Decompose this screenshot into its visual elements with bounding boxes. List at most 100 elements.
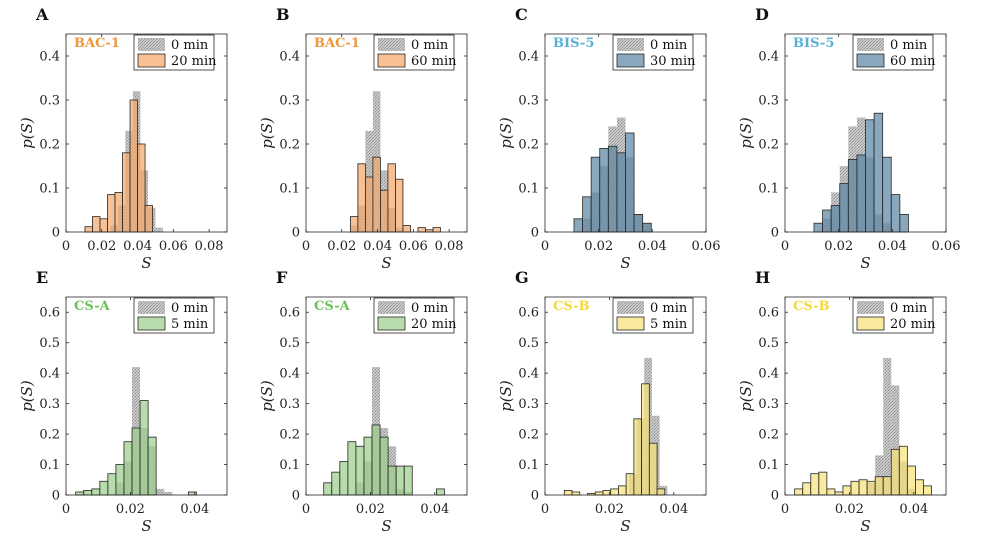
bar-treated	[616, 152, 626, 233]
bar-treated	[826, 488, 836, 496]
axes-frame	[305, 296, 468, 496]
strain-label: CS-A	[74, 299, 111, 314]
y-tick-label: 0.4	[518, 367, 539, 382]
bar-treated	[599, 147, 609, 233]
bar-baseline	[875, 455, 884, 495]
axes-frame	[65, 296, 228, 496]
y-tick-label: 0	[771, 489, 779, 504]
legend-swatch-baseline	[138, 301, 165, 314]
bar-treated	[882, 156, 892, 233]
bar-treated	[802, 482, 812, 496]
legend-label-baseline: 0 min	[890, 301, 928, 316]
bar-treated	[387, 465, 397, 496]
bar-treated	[633, 213, 644, 233]
bar-treated	[115, 464, 125, 496]
panel-letter: A	[35, 5, 49, 24]
y-tick-label: 0.1	[518, 182, 539, 197]
bar-treated	[834, 491, 844, 496]
legend-swatch-baseline	[617, 38, 644, 51]
bar-treated	[402, 224, 411, 233]
bar-treated	[656, 488, 666, 496]
x-axis-label: S	[860, 254, 870, 272]
legend-label-baseline: 0 min	[171, 38, 209, 53]
bar-treated	[856, 154, 866, 233]
bar-treated	[847, 158, 858, 233]
x-tick-label: 0	[541, 502, 549, 517]
legend-label-treated: 5 min	[650, 317, 688, 332]
bar-treated	[625, 132, 635, 233]
bar-treated	[882, 476, 892, 496]
y-tick-label: 0.3	[39, 94, 60, 109]
panel-A: 0 0.02 0.04 0.06 0.08 0 0.1 0.2 0.3 0.4 Sp(S) A BAC-…	[18, 5, 228, 272]
y-axis-label: p(S)	[258, 380, 276, 412]
y-tick-label: 0.3	[279, 94, 300, 109]
bar-treated	[890, 194, 901, 233]
bar-treated	[84, 226, 93, 233]
y-tick-label: 0.4	[758, 367, 779, 382]
axes-frame	[784, 296, 947, 496]
legend-label-treated: 60 min	[411, 54, 457, 69]
x-tick-label: 0.06	[159, 239, 188, 254]
bar-treated	[131, 427, 141, 496]
y-tick-label: 0.2	[39, 138, 60, 153]
bar-treated	[873, 112, 884, 233]
bar-baseline	[155, 227, 163, 232]
x-axis-label: S	[381, 517, 391, 535]
panel-letter: G	[515, 268, 529, 287]
y-tick-label: 0.1	[518, 458, 539, 473]
bar-treated	[866, 480, 876, 496]
bar-treated	[822, 209, 832, 233]
panel-H: 0 0.02 0.04 0 0.1 0.2 0.3 0.4 0.5 0.6 Sp(S) H CS-B 0 …	[737, 268, 947, 535]
x-axis-label: S	[620, 254, 630, 272]
y-tick-label: 0.2	[39, 428, 60, 443]
bar-treated	[858, 479, 868, 496]
y-tick-label: 0.6	[758, 306, 779, 321]
x-axis-label: S	[620, 517, 630, 535]
x-tick-label: 0.02	[824, 239, 853, 254]
bar-treated	[915, 479, 924, 496]
bar-treated	[898, 445, 908, 496]
y-tick-label: 0.5	[279, 336, 300, 351]
y-tick-label: 0.1	[758, 182, 779, 197]
panel-D: 0 0.02 0.04 0.06 0 0.1 0.2 0.3 0.4 Sp(S) D BIS-5 0 m…	[737, 5, 960, 272]
x-axis-label: S	[381, 254, 391, 272]
axes-frame	[784, 33, 947, 233]
panel-letter: D	[755, 5, 769, 24]
bar-treated	[648, 442, 658, 496]
x-tick-label: 0.04	[123, 239, 152, 254]
y-tick-label: 0	[292, 489, 300, 504]
bar-treated	[187, 491, 197, 496]
bar-treated	[107, 473, 117, 496]
y-tick-label: 0.3	[518, 94, 539, 109]
y-tick-label: 0.4	[518, 50, 539, 65]
legend-label-treated: 5 min	[171, 317, 209, 332]
y-tick-label: 0.2	[279, 138, 300, 153]
legend-label-baseline: 0 min	[890, 38, 928, 53]
bar-treated	[347, 441, 357, 496]
legend-swatch-baseline	[378, 38, 405, 51]
y-axis-label: p(S)	[497, 117, 515, 149]
series-treated	[349, 156, 441, 233]
x-tick-label: 0	[781, 239, 789, 254]
x-tick-label: 0.04	[420, 502, 449, 517]
bar-treated	[122, 152, 131, 233]
bar-treated	[582, 196, 592, 233]
bar-baseline	[891, 385, 900, 495]
panel-letter: H	[755, 268, 770, 287]
legend-label-baseline: 0 min	[411, 301, 449, 316]
legend-label-baseline: 0 min	[171, 301, 209, 316]
axes-frame	[305, 33, 468, 233]
x-tick-label: 0.02	[835, 502, 864, 517]
y-tick-label: 0.5	[39, 336, 60, 351]
legend-swatch-treated	[856, 316, 885, 331]
legend-label-treated: 20 min	[171, 54, 217, 69]
legend-label-treated: 30 min	[650, 54, 696, 69]
x-tick-label: 0	[781, 502, 789, 517]
y-tick-label: 0.2	[758, 428, 779, 443]
bar-treated	[625, 473, 635, 496]
bar-treated	[842, 485, 852, 496]
bar-treated	[641, 383, 650, 496]
